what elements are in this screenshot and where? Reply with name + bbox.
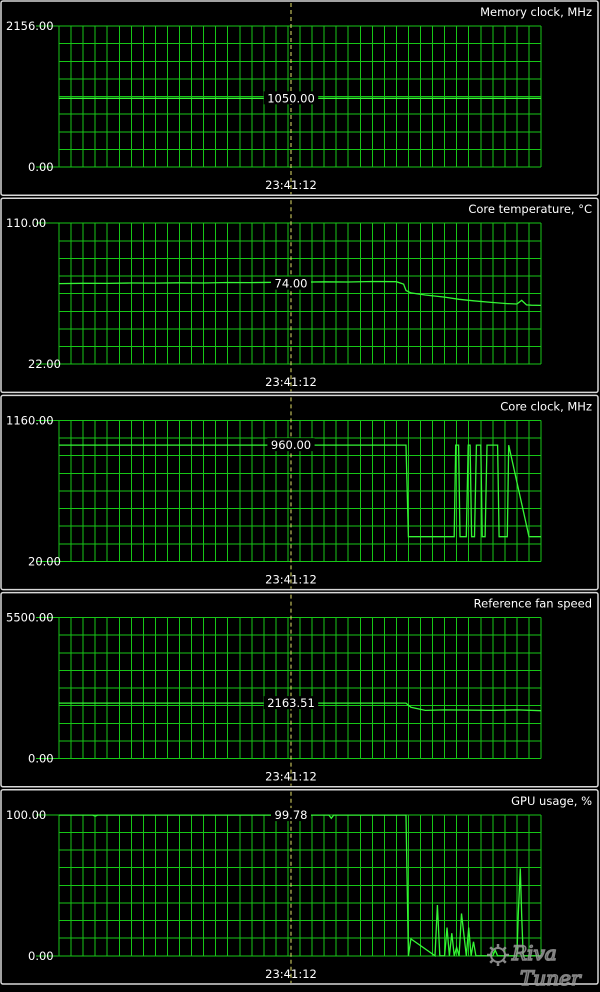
cursor-value-label: 2163.51 (267, 696, 315, 710)
svg-text:Tuner: Tuner (520, 966, 582, 990)
graph-title: Core temperature, °C (468, 202, 592, 216)
cursor-time-label: 23:41:12 (265, 967, 317, 981)
y-min-label: 0.00 (28, 949, 54, 963)
graph-panel-2: Core temperature, °C 110.00 22.00 23:41:12 7… (0, 197, 599, 394)
series-line (58, 280, 542, 307)
series-line (59, 814, 541, 958)
grid (58, 25, 542, 168)
y-max-label: 1160.00 (6, 413, 54, 427)
grid (58, 814, 542, 957)
cursor-time-label: 23:41:12 (265, 178, 317, 192)
series-line (59, 444, 541, 538)
graph-panel-4: Reference fan speed 5500.00 0.00 23:41:12 21… (0, 591, 599, 788)
y-min-label: 22.00 (28, 357, 61, 371)
graph-title: Memory clock, MHz (480, 5, 592, 19)
y-max-label: 5500.00 (6, 611, 54, 625)
y-max-label: 110.00 (6, 216, 46, 230)
gear-icon (487, 944, 509, 966)
grid (58, 617, 542, 760)
svg-text:Riva: Riva (511, 941, 557, 965)
cursor-time-label: 23:41:12 (265, 572, 317, 586)
cursor-value-bg (263, 91, 319, 105)
grid (58, 419, 542, 562)
grid (58, 222, 542, 365)
cursor-value-bg (271, 276, 311, 290)
cursor-time-label: 23:41:12 (265, 375, 317, 389)
y-max-label: 2156.00 (6, 19, 54, 33)
graph-panel-1: Memory clock, MHz 2156.00 0.00 23:41:12 1050… (0, 0, 599, 196)
cursor-value-label: 960.00 (271, 438, 311, 452)
cursor-value-label: 1050.00 (267, 91, 315, 105)
graph-title: GPU usage, % (511, 794, 592, 808)
graph-title: Core clock, MHz (500, 399, 592, 413)
cursor-value-label: 99.78 (275, 808, 308, 822)
y-min-label: 20.00 (28, 554, 61, 568)
y-min-label: 0.00 (28, 752, 54, 766)
graph-panel-3: Core clock, MHz 1160.00 20.00 23:41:12 960.0… (0, 394, 599, 591)
cursor-value-bg (263, 696, 319, 710)
series-line (59, 702, 542, 712)
cursor-value-label: 74.00 (275, 277, 308, 291)
cursor-value-bg (271, 808, 311, 822)
graph-title: Reference fan speed (474, 597, 592, 611)
y-min-label: 0.00 (28, 160, 54, 174)
cursor-time-label: 23:41:12 (265, 770, 317, 784)
y-max-label: 100.00 (6, 808, 46, 822)
graph-panel-5: GPU usage, % 100.00 0.00 23:41:12 99.78 (0, 789, 599, 985)
cursor-value-bg (267, 438, 315, 452)
